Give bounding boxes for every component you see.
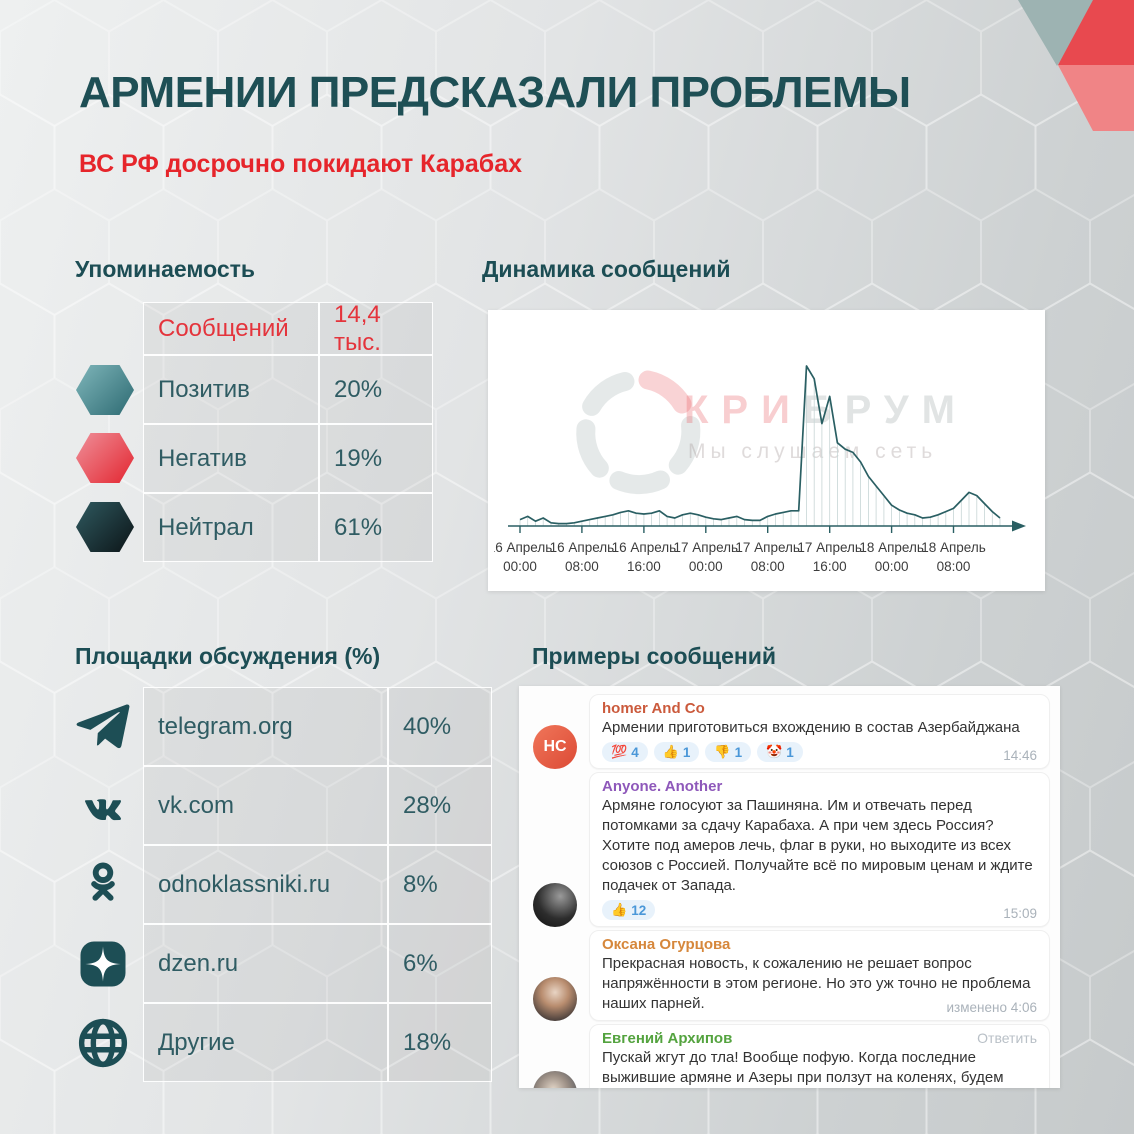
svg-text:00:00: 00:00 bbox=[689, 559, 723, 574]
platform-value: 28% bbox=[388, 766, 492, 845]
reaction-pill[interactable]: 👍 1 bbox=[653, 742, 700, 762]
platforms-heading: Площадки обсуждения (%) bbox=[75, 643, 381, 669]
reaction-pill[interactable]: 👍 12 bbox=[602, 900, 656, 920]
reaction-pill[interactable]: 👎 1 bbox=[705, 742, 752, 762]
svg-text:17 Апрель: 17 Апрель bbox=[674, 540, 739, 555]
svg-text:00:00: 00:00 bbox=[503, 559, 537, 574]
message-time: 15:09 bbox=[1003, 906, 1037, 921]
svg-text:16 Апрель: 16 Апрель bbox=[612, 540, 677, 555]
platform-value: 40% bbox=[388, 687, 492, 766]
mentions-row-label: Негатив bbox=[143, 424, 319, 493]
svg-text:18 Апрель: 18 Апрель bbox=[921, 540, 986, 555]
reaction-pill[interactable]: 🤡 1 bbox=[757, 742, 803, 762]
mentions-heading: Упоминаемость bbox=[75, 256, 256, 282]
message-author: homer And Co bbox=[602, 700, 705, 717]
reply-link[interactable]: Ответить bbox=[977, 1030, 1037, 1046]
page-subtitle: ВС РФ досрочно покидают Карабах bbox=[79, 150, 523, 178]
svg-text:16 Апрель: 16 Апрель bbox=[550, 540, 615, 555]
svg-text:00:00: 00:00 bbox=[875, 559, 909, 574]
platform-label: vk.com bbox=[143, 766, 388, 845]
avatar bbox=[533, 977, 577, 1021]
dynamics-heading: Динамика сообщений bbox=[482, 256, 731, 282]
globe-icon bbox=[76, 1016, 130, 1070]
example-messages-panel: HC homer And Co Армении приготовиться вх… bbox=[519, 686, 1060, 1088]
messages-dynamics-line-chart: 16 Апрель 00:00 16 Апрель 08:00 16 Апрель 16:… bbox=[494, 365, 1026, 574]
vk-icon bbox=[76, 779, 130, 833]
mentions-table: Сообщений 14,4 тыс. Позитив 20% Негатив … bbox=[143, 301, 433, 562]
page-title: АРМЕНИИ ПРЕДСКАЗАЛИ ПРОБЛЕМЫ bbox=[79, 68, 911, 117]
svg-text:16:00: 16:00 bbox=[627, 559, 661, 574]
message-author: Евгений Архипов bbox=[602, 1030, 733, 1047]
avatar bbox=[533, 883, 577, 927]
message-item: Евгений Архипов Ответить Пускай жгут до … bbox=[533, 1024, 1050, 1088]
message-text: Армяне голосуют за Пашиняна. Им и отвеча… bbox=[602, 797, 1033, 894]
svg-text:18 Апрель: 18 Апрель bbox=[859, 540, 924, 555]
mentions-row-value: 20% bbox=[319, 355, 433, 424]
mentions-row-label: Нейтрал bbox=[143, 493, 319, 562]
neutral-hexagon-icon bbox=[76, 502, 134, 552]
svg-text:16 Апрель: 16 Апрель bbox=[494, 540, 552, 555]
svg-text:08:00: 08:00 bbox=[565, 559, 599, 574]
message-author: Оксана Огурцова bbox=[602, 936, 731, 953]
avatar bbox=[533, 1071, 577, 1088]
message-bubble: Anyone. Another Армяне голосуют за Пашин… bbox=[589, 772, 1050, 927]
message-time: 14:46 bbox=[1003, 748, 1037, 763]
telegram-icon bbox=[76, 700, 130, 754]
svg-text:08:00: 08:00 bbox=[751, 559, 785, 574]
mentions-header-label: Сообщений bbox=[143, 302, 319, 355]
platform-value: 8% bbox=[388, 845, 492, 924]
avatar: HC bbox=[533, 725, 577, 769]
svg-text:08:00: 08:00 bbox=[937, 559, 971, 574]
svg-text:17 Апрель: 17 Апрель bbox=[735, 540, 800, 555]
platform-label: Другие bbox=[143, 1003, 388, 1082]
negative-hexagon-icon bbox=[76, 433, 134, 483]
message-item: HC homer And Co Армении приготовиться вх… bbox=[533, 694, 1050, 769]
message-bubble: Оксана Огурцова Прекрасная новость, к со… bbox=[589, 930, 1050, 1021]
mentions-row-label: Позитив bbox=[143, 355, 319, 424]
platform-label: telegram.org bbox=[143, 687, 388, 766]
message-bubble: Евгений Архипов Ответить Пускай жгут до … bbox=[589, 1024, 1050, 1088]
message-bubble: homer And Co Армении приготовиться вхожд… bbox=[589, 694, 1050, 769]
message-author: Anyone. Another bbox=[602, 778, 723, 795]
reaction-emoji: 🤡 bbox=[766, 744, 783, 759]
mentions-row-value: 61% bbox=[319, 493, 433, 562]
dzen-icon bbox=[76, 937, 130, 991]
platform-value: 6% bbox=[388, 924, 492, 1003]
mentions-row-value: 19% bbox=[319, 424, 433, 493]
reaction-pill[interactable]: 💯 4 bbox=[602, 742, 648, 762]
platform-label: dzen.ru bbox=[143, 924, 388, 1003]
svg-text:16:00: 16:00 bbox=[813, 559, 847, 574]
dynamics-chart-panel: КРИБРУМ Мы слушаем сеть 16 Апрель 00:00 16… bbox=[488, 310, 1045, 591]
message-text: Пускай жгут до тла! Вообще пофую. Когда … bbox=[602, 1049, 1004, 1086]
odnoklassniki-icon bbox=[76, 858, 130, 912]
mentions-header-value: 14,4 тыс. bbox=[319, 301, 433, 356]
positive-hexagon-icon bbox=[76, 365, 134, 415]
platform-value: 18% bbox=[388, 1003, 492, 1082]
message-time: изменено 4:06 bbox=[946, 1000, 1037, 1015]
message-item: Anyone. Another Армяне голосуют за Пашин… bbox=[533, 772, 1050, 927]
svg-text:17 Апрель: 17 Апрель bbox=[797, 540, 862, 555]
reaction-emoji: 👎 bbox=[714, 744, 731, 759]
messages-heading: Примеры сообщений bbox=[532, 643, 777, 669]
message-text: Армении приготовиться вхождению в состав… bbox=[602, 719, 1020, 736]
platform-label: odnoklassniki.ru bbox=[143, 845, 388, 924]
reaction-emoji: 👍 bbox=[662, 744, 679, 759]
message-item: Оксана Огурцова Прекрасная новость, к со… bbox=[533, 930, 1050, 1021]
platforms-table: telegram.org 40% vk.com 28% odnoklassnik… bbox=[143, 687, 492, 1082]
reaction-emoji: 👍 bbox=[611, 902, 628, 917]
reaction-emoji: 💯 bbox=[611, 744, 628, 759]
